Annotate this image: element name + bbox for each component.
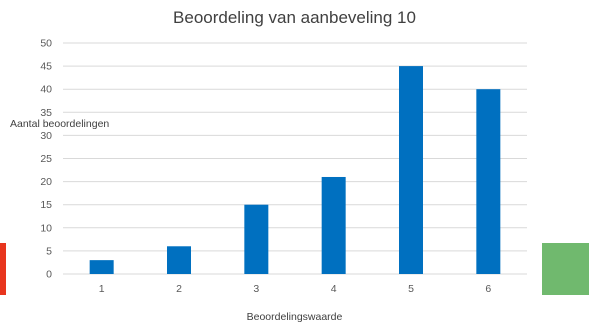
y-tick-label: 30 <box>40 130 52 142</box>
y-tick-label: 50 <box>40 38 52 50</box>
side-accent-right <box>542 243 589 295</box>
y-tick-label: 40 <box>40 84 52 96</box>
y-tick-label: 15 <box>40 199 52 211</box>
x-tick-label: 1 <box>99 283 105 295</box>
x-tick-label: 3 <box>253 283 259 295</box>
gridlines <box>63 42 527 275</box>
y-tick-label: 45 <box>40 61 52 73</box>
chart-title: Beoordeling van aanbeveling 10 <box>173 8 416 27</box>
bar-1 <box>89 260 114 274</box>
bar-4 <box>321 176 346 274</box>
y-axis-ticks: 0 5 10 15 20 25 30 35 40 45 50 <box>40 38 52 281</box>
x-axis-label: Beoordelingswaarde <box>246 311 343 323</box>
x-tick-label: 4 <box>331 283 337 295</box>
x-tick-label: 6 <box>485 283 491 295</box>
y-tick-label: 5 <box>46 245 52 257</box>
bar-6 <box>476 89 501 274</box>
x-tick-label: 2 <box>176 283 182 295</box>
y-tick-label: 35 <box>40 107 52 119</box>
bar-3 <box>244 204 269 274</box>
y-tick-label: 0 <box>46 269 52 281</box>
bars <box>89 66 501 274</box>
y-tick-label: 20 <box>40 176 52 188</box>
bar-2 <box>167 246 191 274</box>
y-tick-label: 25 <box>40 153 52 165</box>
bar-5 <box>399 66 423 274</box>
x-tick-label: 5 <box>408 283 414 295</box>
side-accent-left <box>0 243 6 295</box>
x-axis-ticks: 1 2 3 4 5 6 <box>99 283 492 295</box>
y-tick-label: 10 <box>40 222 52 234</box>
y-axis-label: Aantal beoordelingen <box>10 118 110 130</box>
